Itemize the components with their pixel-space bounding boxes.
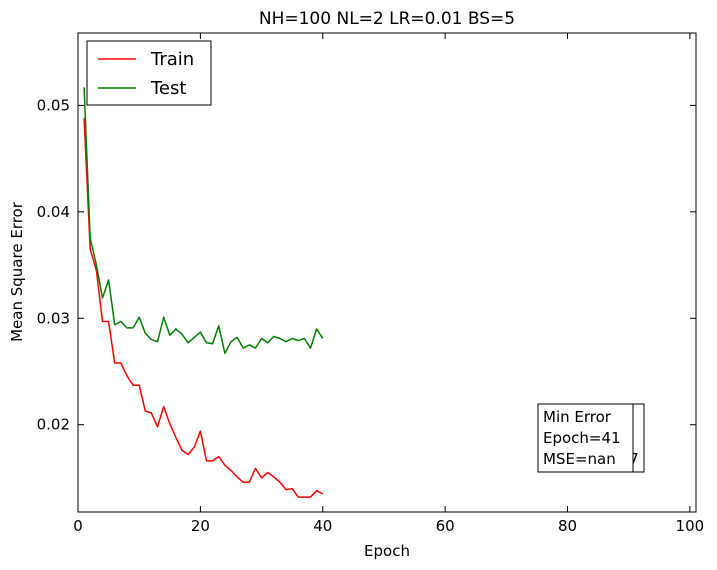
y-axis-label: Mean Square Error <box>8 201 26 342</box>
min-error-annotation: 7 Min Error Epoch=41 MSE=nan <box>537 403 645 473</box>
annotation-line-min-error: Min Error <box>543 408 612 426</box>
plot-frame <box>77 32 697 513</box>
x-tick-label: 80 <box>558 517 577 535</box>
y-tick-label: 0.05 <box>37 96 70 114</box>
axis-ticks: 0 20 40 60 80 100 0.02 0.03 0.04 0.05 <box>37 33 705 535</box>
y-tick-label: 0.04 <box>37 203 70 221</box>
y-tick-label: 0.02 <box>37 416 70 434</box>
chart-title: NH=100 NL=2 LR=0.01 BS=5 <box>259 9 515 29</box>
x-tick-label: 0 <box>73 517 83 535</box>
plot-content <box>83 87 324 498</box>
legend-label-train: Train <box>150 49 194 70</box>
legend-box <box>86 40 212 106</box>
x-tick-label: 100 <box>676 517 705 535</box>
annotation-box <box>537 403 634 473</box>
legend-label-test: Test <box>150 78 186 99</box>
annotation-overflow-glyph: 7 <box>629 450 639 468</box>
annotation-line-epoch: Epoch=41 <box>543 429 621 447</box>
series-line-test <box>83 87 324 355</box>
annotation-line-mse: MSE=nan <box>543 450 616 468</box>
x-tick-label: 60 <box>436 517 455 535</box>
legend: Train Test <box>86 40 212 106</box>
x-tick-label: 40 <box>313 517 332 535</box>
x-axis-label: Epoch <box>364 542 410 560</box>
series-line-train <box>83 118 324 498</box>
y-tick-label: 0.03 <box>37 309 70 327</box>
x-tick-label: 20 <box>191 517 210 535</box>
